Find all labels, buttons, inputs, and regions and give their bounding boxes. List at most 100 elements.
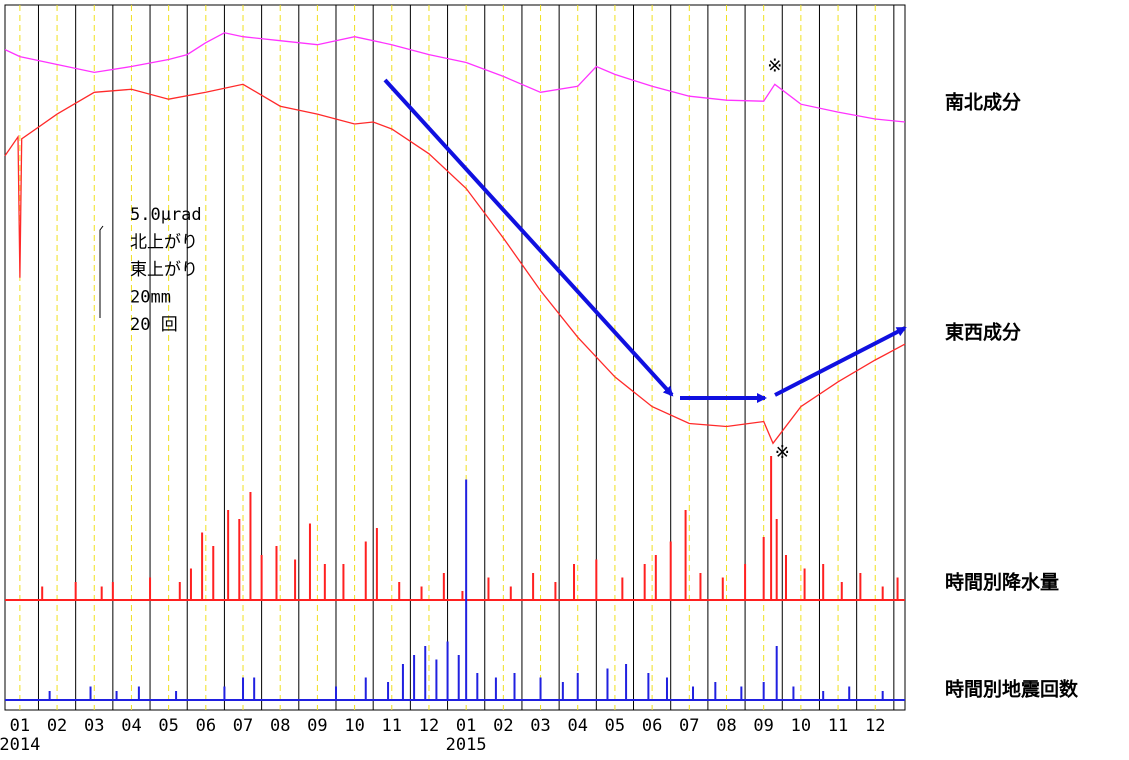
x-tick-label: 05 [605,716,625,736]
bar [803,568,806,600]
x-tick-label: 09 [307,716,327,736]
bar [100,586,103,600]
bar [595,559,598,600]
bar [212,546,215,600]
bar [699,573,702,600]
x-tick-label: 07 [679,716,699,736]
x-tick-label: 03 [84,716,104,736]
bar [89,686,92,700]
bar [446,641,449,700]
series-label: 東西成分 [945,321,1021,344]
bar [881,691,884,700]
bar [487,577,490,600]
bar [41,586,44,600]
bar [684,510,687,600]
bar [509,586,512,600]
bar [721,577,724,600]
bar [223,686,226,700]
bar [606,668,609,700]
series-line [4,83,906,445]
bar [665,677,668,700]
x-tick-label: 08 [270,716,290,736]
bar [539,677,542,700]
bar [74,582,77,600]
year-label: 2014 [0,735,40,755]
x-tick-label: 04 [567,716,587,736]
bar [413,655,416,700]
year-label: 2015 [446,735,487,755]
bar [364,677,367,700]
bar [201,532,204,600]
bar [822,691,825,700]
bar [714,682,717,700]
bar [859,573,862,600]
bar [669,541,672,600]
x-tick-label: 03 [530,716,550,736]
x-tick-label: 06 [196,716,216,736]
scale-bar [99,225,104,318]
bar [744,564,747,600]
x-tick-label: 11 [382,716,402,736]
bar [762,682,765,700]
bar [561,682,564,700]
bar [178,582,181,600]
scale-label: 20mm [130,288,171,308]
bar [387,682,390,700]
bar [111,582,114,600]
bar [189,568,192,600]
bar [621,577,624,600]
bar [762,537,765,600]
bar [465,479,468,700]
bar [175,691,178,700]
bar [308,523,311,600]
bar [573,564,576,600]
x-tick-label: 01 [456,716,476,736]
x-tick-label: 04 [121,716,141,736]
x-tick-label: 12 [419,716,439,736]
bar [48,691,51,700]
scale-label: 20 回 [130,315,178,335]
x-tick-label: 10 [791,716,811,736]
bar [643,564,646,600]
x-tick-label: 02 [493,716,513,736]
bar [334,686,337,700]
bar [398,582,401,600]
x-tick-label: 06 [642,716,662,736]
bar [896,577,899,600]
bar [435,659,438,700]
bar [461,591,464,600]
x-tick-label: 01 [10,716,30,736]
bar [457,655,460,700]
scale-label: 5.0μrad [130,205,202,225]
bar [249,492,252,600]
series-label: 南北成分 [945,91,1021,114]
annotation: ※ [767,55,782,76]
bar [476,673,479,700]
x-tick-label: 07 [233,716,253,736]
series-label: 時間別降水量 [945,571,1059,594]
bar [692,686,695,700]
bar [401,664,404,700]
bar [881,586,884,600]
bar [625,664,628,700]
bar [840,582,843,600]
trend-arrow [774,326,907,397]
x-tick-label: 08 [716,716,736,736]
bar [294,559,297,600]
bar [494,677,497,700]
bar [364,541,367,600]
bar [784,555,787,600]
bar [275,546,278,600]
bar [323,564,326,600]
bar [740,686,743,700]
bar [532,573,535,600]
x-tick-label: 05 [158,716,178,736]
series-line [4,32,906,123]
bar [775,646,778,700]
bar [822,564,825,600]
bar [253,677,256,700]
x-tick-label: 09 [753,716,773,736]
x-tick-label: 11 [828,716,848,736]
bar [513,673,516,700]
